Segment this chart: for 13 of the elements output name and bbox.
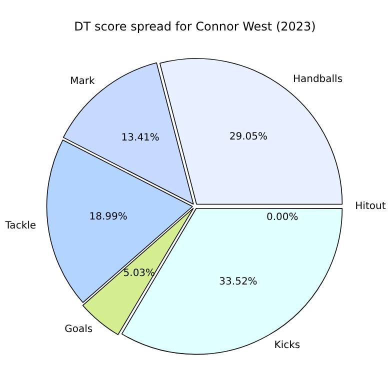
- category-label: Hitout: [355, 200, 386, 212]
- slice-label: Goals: [64, 324, 93, 335]
- data-label: 5.03%: [123, 268, 156, 279]
- data-label: 13.41%: [121, 132, 160, 144]
- text: 0.00%: [266, 212, 298, 223]
- data-label: 18.99%: [89, 212, 128, 222]
- chart-title: DT score spread for Connor West (2023): [74, 19, 316, 34]
- slice-label: Tackle: [4, 220, 36, 232]
- data-label: 33.52%: [219, 276, 258, 288]
- slice-label: Mark: [70, 76, 96, 87]
- slice-label: Kicks: [274, 340, 300, 351]
- data-label: 29.05%: [229, 132, 268, 143]
- slice-label: Handballs: [292, 74, 343, 86]
